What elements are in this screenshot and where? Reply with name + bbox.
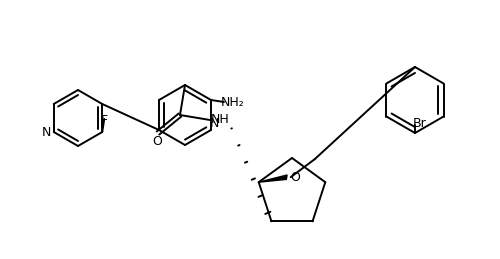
Text: O: O xyxy=(290,171,300,184)
Text: N: N xyxy=(42,126,51,139)
Text: N: N xyxy=(210,117,218,130)
Text: Br: Br xyxy=(413,117,427,130)
Text: F: F xyxy=(100,113,108,126)
Text: NH: NH xyxy=(210,112,230,126)
Text: NH₂: NH₂ xyxy=(221,96,245,109)
Polygon shape xyxy=(258,175,287,182)
Text: O: O xyxy=(152,134,162,147)
